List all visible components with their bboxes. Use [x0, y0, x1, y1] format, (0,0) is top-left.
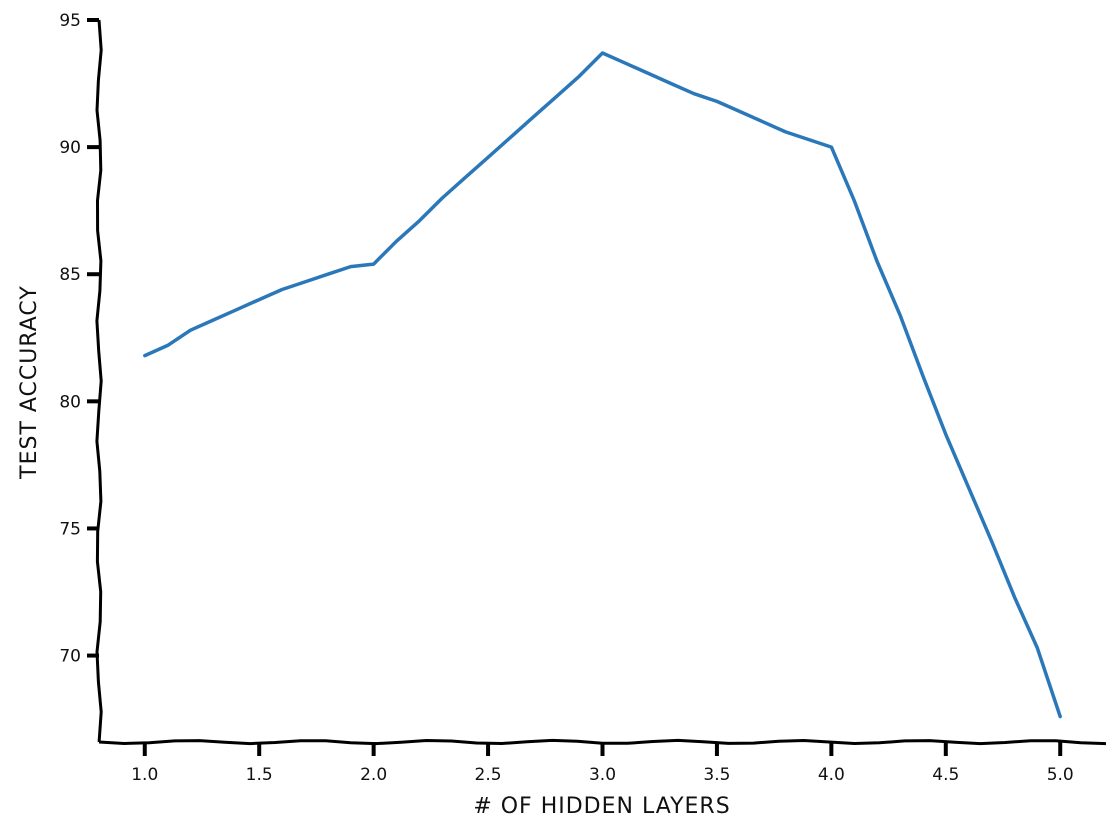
x-tick-label: 3.0 — [589, 765, 616, 785]
x-tick-label: 1.5 — [246, 765, 273, 785]
x-tick-label: 5.0 — [1047, 765, 1074, 785]
series-line — [143, 51, 1062, 719]
x-tick-label: 2.0 — [360, 765, 387, 785]
x-tick-label: 4.5 — [932, 765, 959, 785]
x-tick-label: 1.0 — [131, 765, 158, 785]
y-axis-label: TEST ACCURACY — [17, 285, 42, 480]
x-axis-ticks: 1.0 1.5 2.0 2.5 3.0 3.5 4.0 4.5 5.0 — [131, 742, 1074, 785]
x-tick-label: 4.0 — [818, 765, 845, 785]
y-tick-label: 70 — [59, 647, 81, 667]
y-tick-label: 75 — [59, 519, 81, 539]
y-tick-label: 85 — [59, 265, 81, 285]
y-tick-label: 80 — [59, 392, 81, 412]
y-tick-label: 95 — [59, 11, 81, 31]
y-axis-line — [95, 19, 103, 743]
x-tick-label: 2.5 — [475, 765, 502, 785]
y-tick-label: 90 — [59, 138, 81, 158]
x-axis-label: # OF HIDDEN LAYERS — [473, 794, 730, 819]
series-group — [143, 51, 1062, 719]
x-tick-label: 3.5 — [703, 765, 730, 785]
y-axis-ticks: 70 75 80 85 90 95 — [59, 11, 99, 667]
